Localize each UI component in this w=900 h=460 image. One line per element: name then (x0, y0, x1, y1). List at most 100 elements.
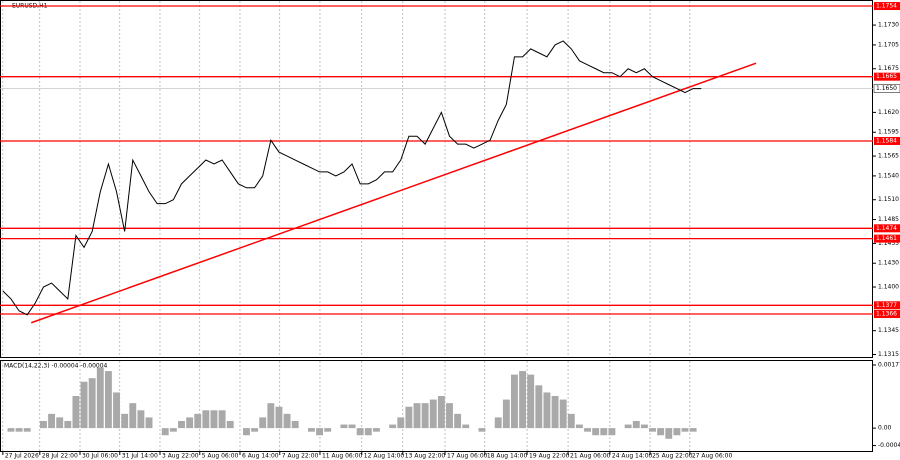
macd-bar (502, 399, 510, 429)
macd-bar (446, 403, 453, 429)
level-label: 1.1366 (876, 311, 897, 318)
x-tick-label: 31 Jul 14:00 (122, 453, 158, 460)
macd-bar (665, 428, 673, 439)
level-label: 1.1377 (876, 302, 897, 309)
y-tick-label: 1.1620 (878, 109, 899, 116)
macd-bar (567, 413, 575, 429)
y-tick-label: 0.00 (878, 425, 892, 432)
y-tick-label: -0.00049 (878, 442, 900, 449)
macd-bar (267, 403, 275, 429)
macd-bar (218, 410, 226, 429)
macd-bar (559, 399, 567, 429)
macd-bar (575, 424, 583, 429)
current-price-bg (873, 84, 900, 93)
macd-bar (104, 371, 112, 429)
macd-bar (405, 406, 413, 429)
price-line (2, 40, 702, 316)
macd-bar (251, 428, 259, 432)
x-tick-label: 3 Aug 22:00 (162, 453, 199, 460)
y-tick-label: 0.00177 (878, 361, 900, 368)
y-tick-label: 1.1430 (878, 260, 899, 267)
macd-bar (511, 374, 518, 429)
y-tick-label: 1.1345 (878, 327, 899, 334)
macd-bar (632, 420, 640, 429)
trendline (31, 62, 757, 324)
macd-bar (88, 378, 96, 429)
macd-bar (543, 392, 551, 429)
macd-bar (275, 406, 283, 429)
macd-bar (454, 413, 462, 429)
y-tick-label: 1.1485 (878, 216, 899, 223)
macd-bar (15, 428, 23, 432)
y-tick-label: 1.1675 (878, 65, 899, 72)
macd-bar (519, 371, 527, 429)
macd-bar (592, 428, 600, 436)
macd-bar (429, 399, 437, 429)
y-tick-label: 1.1595 (878, 129, 899, 136)
macd-bar (624, 424, 632, 429)
macd-bar (39, 420, 47, 429)
x-tick-label: 30 Jul 06:00 (82, 453, 118, 460)
level-label-bg (874, 136, 900, 145)
macd-bar (243, 428, 250, 436)
macd-bar (7, 428, 15, 432)
x-tick-label: 25 Aug 22:00 (652, 453, 693, 460)
current-price-label: 1.1650 (876, 85, 897, 92)
macd-bar (348, 424, 356, 429)
macd-bar (64, 420, 72, 429)
level-label-bg (874, 301, 900, 310)
macd-bar (364, 428, 372, 436)
macd-bar (72, 396, 80, 429)
x-tick-label: 6 Aug 14:00 (242, 453, 279, 460)
macd-bar (397, 417, 405, 429)
x-tick-label: 28 Jul 22:00 (42, 453, 78, 460)
x-tick-label: 24 Aug 14:00 (612, 453, 653, 460)
x-tick-label: 17 Aug 06:00 (447, 453, 488, 460)
macd-bar (169, 428, 177, 432)
macd-bar (186, 417, 194, 429)
macd-bar (340, 424, 348, 429)
level-label-bg (874, 224, 900, 233)
macd-bar (535, 385, 543, 429)
macd-bar (307, 428, 315, 432)
macd-bar (283, 413, 291, 429)
level-label-bg (874, 310, 900, 319)
x-tick-label: 27 Jul 2026 (5, 453, 39, 460)
macd-bar (80, 381, 88, 429)
macd-bar (121, 413, 129, 429)
macd-bar (584, 428, 592, 432)
macd-bar (48, 413, 56, 429)
macd-bar (551, 396, 559, 429)
macd-bar (608, 428, 616, 436)
macd-bar (600, 428, 608, 436)
macd-bar (161, 428, 169, 436)
x-tick-label: 18 Aug 14:00 (487, 453, 528, 460)
macd-bar (413, 403, 421, 429)
macd-bar (437, 396, 445, 429)
macd-bar (462, 424, 470, 429)
macd-bar (527, 374, 535, 429)
macd-bar (210, 410, 218, 429)
macd-bar (137, 410, 145, 429)
level-label-bg (874, 2, 900, 11)
macd-bar (23, 428, 31, 432)
x-tick-label: 12 Aug 14:00 (364, 453, 405, 460)
macd-bar (178, 420, 185, 429)
macd-bar (259, 417, 267, 429)
macd-bar (689, 428, 697, 432)
x-tick-label: 13 Aug 22:00 (405, 453, 446, 460)
price-frame (0, 0, 873, 358)
y-tick-label: 1.1315 (878, 351, 899, 358)
macd-bar (421, 403, 429, 429)
macd-bar (657, 428, 665, 436)
level-label: 1.1584 (876, 137, 897, 144)
x-tick-label: 11 Aug 06:00 (322, 453, 363, 460)
macd-bar (494, 417, 502, 429)
macd-bar (96, 367, 104, 429)
macd-bar (640, 424, 648, 429)
macd-bar (56, 417, 64, 429)
x-tick-label: 27 Aug 06:00 (692, 453, 733, 460)
macd-bar (673, 428, 681, 436)
y-tick-label: 1.1705 (878, 41, 899, 48)
